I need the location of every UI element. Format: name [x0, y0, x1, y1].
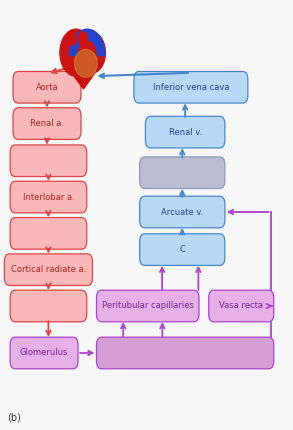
Text: Renal v.: Renal v.	[168, 128, 202, 137]
Circle shape	[78, 32, 105, 73]
Text: Renal a.: Renal a.	[30, 119, 64, 128]
Ellipse shape	[74, 49, 97, 77]
FancyBboxPatch shape	[13, 108, 81, 139]
FancyBboxPatch shape	[209, 290, 274, 322]
FancyBboxPatch shape	[140, 196, 225, 228]
Text: Interlobar a.: Interlobar a.	[23, 193, 74, 202]
Text: Glomerulus: Glomerulus	[20, 348, 68, 357]
FancyBboxPatch shape	[13, 71, 81, 103]
Wedge shape	[69, 29, 105, 55]
FancyBboxPatch shape	[10, 337, 78, 369]
FancyBboxPatch shape	[10, 145, 87, 177]
FancyBboxPatch shape	[10, 181, 87, 213]
FancyBboxPatch shape	[140, 157, 225, 188]
Circle shape	[60, 29, 92, 76]
Text: Cortical radiate a.: Cortical radiate a.	[11, 265, 86, 274]
FancyBboxPatch shape	[134, 71, 248, 103]
Circle shape	[78, 32, 88, 46]
Text: Vasa recta: Vasa recta	[219, 301, 263, 310]
Text: Arcuate v.: Arcuate v.	[161, 208, 203, 217]
FancyBboxPatch shape	[10, 290, 87, 322]
FancyBboxPatch shape	[96, 290, 199, 322]
FancyBboxPatch shape	[4, 254, 93, 286]
Polygon shape	[61, 59, 105, 89]
FancyBboxPatch shape	[10, 218, 87, 249]
Text: Peritubular capillaries: Peritubular capillaries	[102, 301, 194, 310]
Text: C: C	[179, 245, 185, 254]
Text: (b): (b)	[7, 412, 21, 422]
FancyBboxPatch shape	[96, 337, 274, 369]
Text: Aorta: Aorta	[36, 83, 58, 92]
Text: Inferior vena cava: Inferior vena cava	[153, 83, 229, 92]
FancyBboxPatch shape	[140, 234, 225, 265]
FancyBboxPatch shape	[145, 116, 225, 148]
Circle shape	[67, 32, 76, 46]
